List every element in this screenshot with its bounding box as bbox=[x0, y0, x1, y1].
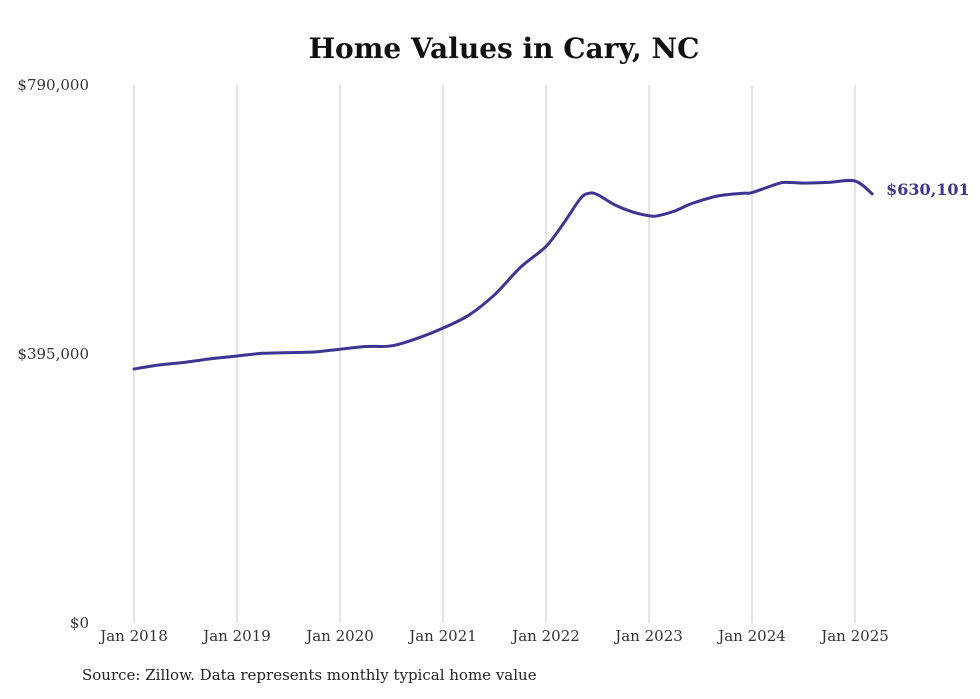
x-tick-label: Jan 2021 bbox=[407, 627, 477, 645]
gridlines bbox=[133, 85, 856, 623]
x-axis-ticks: Jan 2018 Jan 2019 Jan 2020 Jan 2021 Jan 2022… bbox=[98, 627, 889, 645]
x-tick-label: Jan 2025 bbox=[819, 627, 889, 645]
y-tick-label: $395,000 bbox=[17, 345, 89, 363]
end-value-label: $630,101 bbox=[886, 180, 970, 199]
source-note: Source: Zillow. Data represents monthly … bbox=[82, 666, 537, 684]
x-tick-label: Jan 2018 bbox=[98, 627, 168, 645]
x-tick-label: Jan 2022 bbox=[510, 627, 580, 645]
series-line bbox=[132, 178, 874, 371]
y-tick-label: $0 bbox=[70, 614, 89, 632]
chart-title: Home Values in Cary, NC bbox=[309, 32, 700, 65]
y-axis-ticks: $0 $395,000 $790,000 bbox=[17, 76, 89, 632]
x-tick-label: Jan 2024 bbox=[716, 627, 786, 645]
x-tick-label: Jan 2019 bbox=[201, 627, 271, 645]
series-layer: $630,101 bbox=[132, 178, 970, 371]
y-tick-label: $790,000 bbox=[17, 76, 89, 94]
x-tick-label: Jan 2023 bbox=[613, 627, 683, 645]
x-tick-label: Jan 2020 bbox=[304, 627, 374, 645]
